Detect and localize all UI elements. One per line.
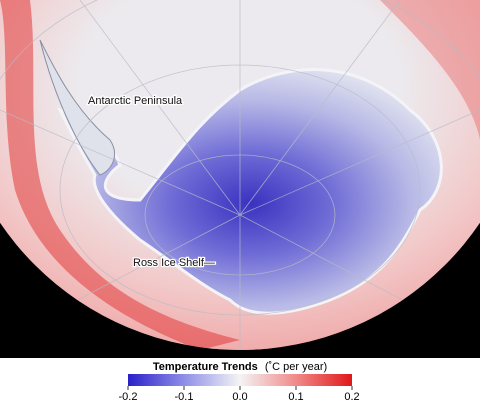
globe [0, 0, 480, 350]
map-label: Ross Ice Shelf— [133, 257, 215, 269]
map-label: Antarctic Peninsula [88, 95, 183, 107]
tick-label: 0.1 [288, 391, 303, 403]
tick-label: -0.1 [175, 391, 194, 403]
tick-label: 0.0 [232, 391, 247, 403]
legend-title-text: Temperature Trends [153, 361, 258, 373]
tick-label: 0.2 [344, 391, 359, 403]
legend-title: Temperature Trends (˚C per year) [153, 361, 327, 373]
tick-label: -0.2 [119, 391, 138, 403]
legend-colorbar [128, 374, 352, 386]
legend-unit: (˚C per year) [265, 361, 327, 373]
